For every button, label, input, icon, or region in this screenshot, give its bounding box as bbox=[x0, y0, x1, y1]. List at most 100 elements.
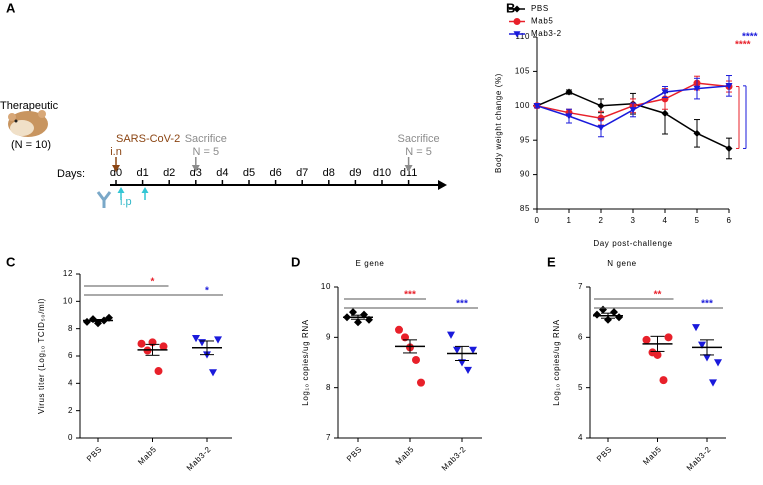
x-tick-label: Mab3-2 bbox=[185, 445, 213, 473]
data-point bbox=[447, 331, 455, 339]
x-tick-label: 6 bbox=[726, 216, 731, 225]
data-point bbox=[661, 89, 669, 96]
panel-label: D bbox=[291, 254, 300, 269]
data-point bbox=[698, 341, 706, 349]
y-tick-label: 6 bbox=[578, 332, 583, 341]
sacrifice-arrowhead bbox=[191, 165, 200, 172]
data-point bbox=[693, 129, 701, 137]
legend-marker bbox=[513, 31, 521, 38]
data-point bbox=[469, 346, 477, 354]
hamster-icon bbox=[8, 110, 48, 137]
day-label: d7 bbox=[296, 167, 308, 179]
data-point bbox=[417, 378, 425, 387]
data-point bbox=[349, 308, 357, 317]
day-label: d1 bbox=[136, 167, 148, 179]
data-point bbox=[659, 376, 668, 385]
data-point bbox=[615, 313, 623, 322]
data-point bbox=[661, 109, 669, 117]
day-label: d2 bbox=[163, 167, 175, 179]
y-tick-label: 8 bbox=[68, 324, 73, 333]
sacrifice-size: N = 5 bbox=[192, 146, 219, 158]
x-tick-label: 5 bbox=[694, 216, 699, 225]
x-tick-label: PBS bbox=[345, 445, 364, 464]
x-tick-label: Mab5 bbox=[394, 445, 416, 467]
data-point bbox=[453, 346, 461, 354]
data-point bbox=[653, 350, 662, 359]
significance-label: *** bbox=[404, 290, 416, 301]
y-tick-label: 5 bbox=[578, 383, 583, 392]
significance-label: * bbox=[151, 277, 155, 288]
x-tick-label: 3 bbox=[630, 216, 635, 225]
data-point bbox=[533, 103, 541, 110]
day-label: d11 bbox=[400, 167, 418, 179]
x-tick-label: 2 bbox=[598, 216, 603, 225]
sacrifice-size: N = 5 bbox=[405, 146, 432, 158]
significance-label: *** bbox=[456, 299, 468, 310]
y-tick-label: 10 bbox=[63, 296, 73, 305]
x-tick-label: 4 bbox=[662, 216, 667, 225]
y-tick-label: 12 bbox=[63, 269, 73, 278]
y-axis-label: Log₁₀ copies/ug RNA bbox=[301, 319, 310, 405]
legend-marker bbox=[513, 5, 521, 13]
x-tick-label: 0 bbox=[534, 216, 539, 225]
data-point bbox=[725, 144, 733, 152]
data-point bbox=[565, 88, 573, 96]
data-point bbox=[597, 102, 605, 110]
significance-label: **** bbox=[735, 40, 751, 51]
data-point bbox=[703, 354, 711, 362]
data-point bbox=[664, 333, 673, 342]
data-point bbox=[464, 366, 472, 375]
data-point bbox=[709, 379, 717, 387]
data-point bbox=[593, 310, 601, 319]
data-point bbox=[412, 355, 420, 364]
data-point bbox=[599, 305, 607, 314]
data-point bbox=[137, 339, 146, 348]
data-point bbox=[693, 85, 701, 93]
panel-label: B bbox=[506, 0, 515, 15]
y-axis-label: Body weight change (%) bbox=[494, 73, 503, 173]
day-label: d4 bbox=[216, 167, 228, 179]
antibody-icon bbox=[96, 191, 112, 208]
data-point bbox=[629, 107, 637, 114]
panel-label: C bbox=[6, 254, 16, 269]
chart-title: E gene bbox=[356, 259, 385, 268]
day-label: d9 bbox=[349, 167, 361, 179]
y-tick-label: 4 bbox=[578, 433, 583, 442]
data-point bbox=[154, 367, 163, 376]
data-point bbox=[395, 325, 403, 334]
day-label: d10 bbox=[373, 167, 391, 179]
significance-label: * bbox=[205, 286, 209, 297]
x-tick-label: Mab3-2 bbox=[440, 445, 468, 473]
legend-marker bbox=[513, 18, 521, 25]
data-point bbox=[458, 359, 466, 367]
y-tick-label: 7 bbox=[326, 433, 331, 442]
y-tick-label: 7 bbox=[578, 282, 583, 291]
data-point bbox=[597, 114, 605, 122]
y-tick-label: 95 bbox=[520, 135, 530, 144]
y-tick-label: 2 bbox=[68, 406, 73, 415]
data-point bbox=[725, 83, 733, 90]
sacrifice-arrowhead bbox=[404, 165, 413, 172]
days-label: Days: bbox=[57, 168, 85, 180]
legend-label: PBS bbox=[531, 4, 549, 13]
data-point bbox=[354, 318, 362, 327]
timeline-arrowhead bbox=[438, 180, 447, 190]
infection-label: SARS-CoV-2 bbox=[116, 133, 180, 145]
data-point bbox=[565, 113, 573, 120]
group-size: (N = 10) bbox=[11, 139, 51, 151]
significance-label: *** bbox=[701, 299, 713, 310]
chart-title: N gene bbox=[607, 259, 636, 268]
data-point bbox=[597, 125, 605, 132]
day-label: d6 bbox=[269, 167, 281, 179]
y-tick-label: 90 bbox=[520, 170, 530, 179]
y-tick-label: 0 bbox=[68, 433, 73, 442]
x-tick-label: 1 bbox=[566, 216, 571, 225]
panel-label: E bbox=[547, 254, 556, 269]
data-point bbox=[401, 333, 409, 342]
x-tick-label: PBS bbox=[85, 445, 104, 464]
y-tick-label: 85 bbox=[520, 204, 530, 213]
significance-label: **** bbox=[742, 32, 758, 43]
sacrifice-label: Sacrifice bbox=[185, 133, 227, 145]
data-point bbox=[610, 308, 618, 317]
y-tick-label: 6 bbox=[68, 351, 73, 360]
